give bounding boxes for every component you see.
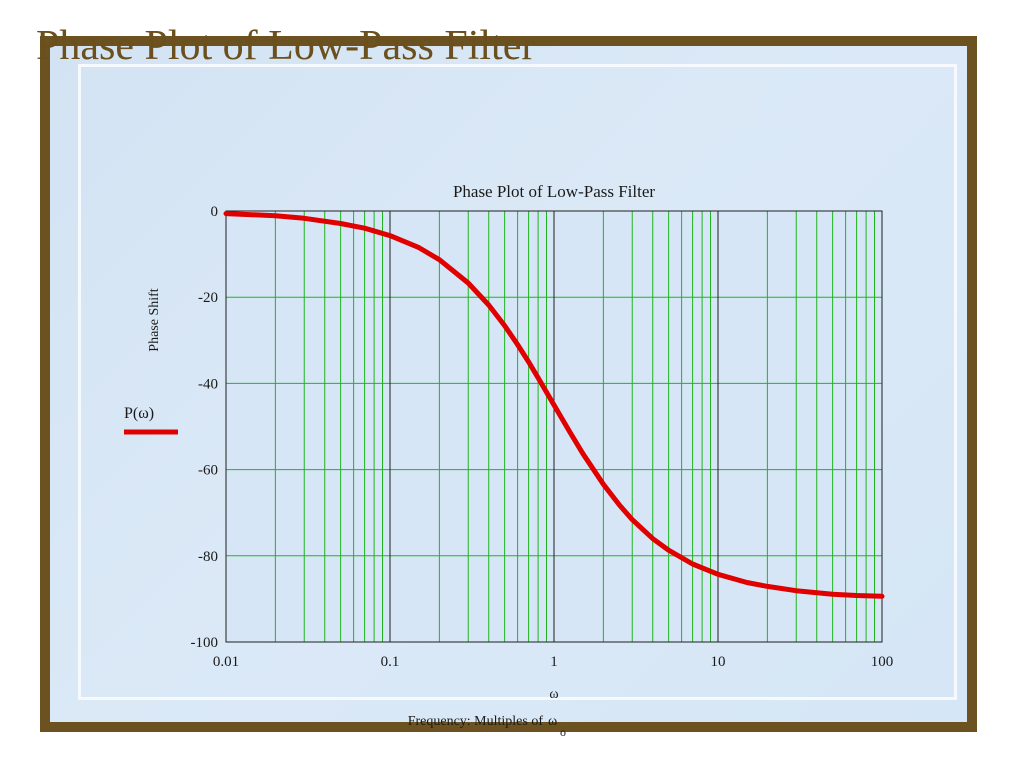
x-axis-unit-subscript: o <box>560 725 566 739</box>
y-tick-label: -100 <box>191 635 219 651</box>
x-tick-label: 0.1 <box>381 654 400 670</box>
grid <box>225 211 883 642</box>
x-axis-unit-symbol: ω <box>548 714 557 729</box>
y-tick-label: -20 <box>198 290 218 306</box>
y-tick-label: -60 <box>198 463 218 479</box>
x-axis-label: Frequency: Multiples of <box>408 714 544 729</box>
x-tick-label: 100 <box>871 654 894 670</box>
x-tick-label: 10 <box>711 654 726 670</box>
x-tick-label: 0.01 <box>213 654 239 670</box>
plot-frame <box>225 210 883 643</box>
x-tick-label: 1 <box>550 654 558 670</box>
y-tick-label: -80 <box>198 549 218 565</box>
chart-title: Phase Plot of Low-Pass Filter <box>453 182 655 201</box>
y-tick-label: -40 <box>198 376 218 392</box>
y-tick-label: 0 <box>211 204 219 220</box>
series-line-p-omega <box>223 211 885 599</box>
x-axis-symbol: ω <box>549 687 558 702</box>
legend-label: P(ω) <box>124 405 154 422</box>
series-layer <box>223 211 885 599</box>
slide-title: Phase Plot of Low-Pass Filter <box>36 23 536 69</box>
tick-labels: 0.01 0.1 1 10 100 0 -20 -40 -60 -80 -100 <box>191 204 894 670</box>
y-axis-label: Phase Shift <box>147 288 162 352</box>
